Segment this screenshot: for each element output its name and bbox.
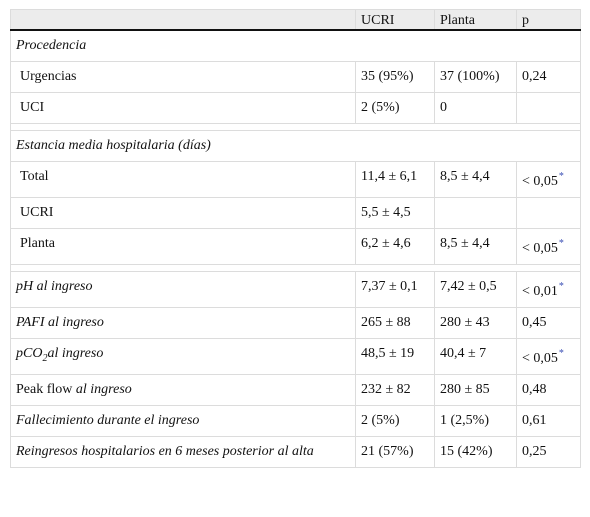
row-label: PAFI al ingreso	[10, 307, 356, 339]
planta-value: 37 (100%)	[434, 61, 517, 93]
table-row: PAFI al ingreso 265 ± 88 280 ± 43 0,45	[10, 307, 581, 339]
header-row: UCRI Planta p	[10, 9, 581, 31]
table-row: Fallecimiento durante el ingreso 2 (5%) …	[10, 405, 581, 437]
p-text: < 0,05	[522, 174, 558, 189]
ucri-value: 48,5 ± 19	[355, 338, 435, 375]
planta-value: 8,5 ± 4,4	[434, 161, 517, 198]
planta-value: 40,4 ± 7	[434, 338, 517, 375]
p-value: < 0,05*	[516, 338, 581, 375]
ucri-value: 5,5 ± 4,5	[355, 197, 435, 229]
planta-value: 0	[434, 92, 517, 124]
p-value: 0,25	[516, 436, 581, 468]
ucri-value: 2 (5%)	[355, 405, 435, 437]
label-post: al ingreso	[75, 382, 132, 397]
row-label: UCI	[10, 92, 356, 124]
table-row: Total 11,4 ± 6,1 8,5 ± 4,4 < 0,05*	[10, 161, 581, 198]
row-label: pH al ingreso	[10, 271, 356, 308]
planta-value: 8,5 ± 4,4	[434, 228, 517, 265]
table-row: pH al ingreso 7,37 ± 0,1 7,42 ± 0,5 < 0,…	[10, 271, 581, 308]
p-text: < 0,01	[522, 284, 558, 299]
row-label: Planta	[10, 228, 356, 265]
results-table: UCRI Planta p Procedencia Urgencias 35 (…	[10, 9, 581, 468]
ucri-value: 35 (95%)	[355, 61, 435, 93]
ucri-value: 6,2 ± 4,6	[355, 228, 435, 265]
p-value: 0,48	[516, 374, 581, 406]
section-title: Procedencia	[10, 29, 581, 62]
p-value: < 0,05*	[516, 161, 581, 198]
planta-value: 7,42 ± 0,5	[434, 271, 517, 308]
label-post: al ingreso	[47, 346, 104, 361]
spacer-row	[10, 264, 581, 272]
spacer-cell	[10, 123, 581, 131]
p-value: 0,24	[516, 61, 581, 93]
ucri-value: 2 (5%)	[355, 92, 435, 124]
table-row: Reingresos hospitalarios en 6 meses post…	[10, 436, 581, 468]
p-value: 0,61	[516, 405, 581, 437]
footnote-link[interactable]: *	[558, 238, 564, 249]
row-label: pCO2al ingreso	[10, 338, 356, 375]
section-title: Estancia media hospitalaria (días)	[10, 130, 581, 162]
p-value	[516, 92, 581, 124]
spacer-cell	[10, 264, 581, 272]
planta-value: 280 ± 85	[434, 374, 517, 406]
section-procedencia: Procedencia	[10, 29, 581, 62]
row-label: Total	[10, 161, 356, 198]
table-row: pCO2al ingreso 48,5 ± 19 40,4 ± 7 < 0,05…	[10, 338, 581, 375]
ucri-value: 21 (57%)	[355, 436, 435, 468]
row-label: Peak flow al ingreso	[10, 374, 356, 406]
header-ucri: UCRI	[355, 9, 435, 31]
planta-value: 280 ± 43	[434, 307, 517, 339]
label-pre: pCO	[16, 346, 43, 361]
table-row: UCRI 5,5 ± 4,5	[10, 197, 581, 229]
table-row: UCI 2 (5%) 0	[10, 92, 581, 124]
row-label: Fallecimiento durante el ingreso	[10, 405, 356, 437]
p-value: < 0,01*	[516, 271, 581, 308]
footnote-link[interactable]: *	[558, 348, 564, 359]
table-row: Planta 6,2 ± 4,6 8,5 ± 4,4 < 0,05*	[10, 228, 581, 265]
p-value	[516, 197, 581, 229]
header-planta: Planta	[434, 9, 517, 31]
row-label: Urgencias	[10, 61, 356, 93]
ucri-value: 11,4 ± 6,1	[355, 161, 435, 198]
label-pre: Peak flow	[16, 382, 73, 397]
ucri-value: 265 ± 88	[355, 307, 435, 339]
planta-value: 15 (42%)	[434, 436, 517, 468]
p-text: < 0,05	[522, 241, 558, 256]
ucri-value: 7,37 ± 0,1	[355, 271, 435, 308]
p-value: 0,45	[516, 307, 581, 339]
footnote-link[interactable]: *	[558, 171, 564, 182]
ucri-value: 232 ± 82	[355, 374, 435, 406]
row-label: UCRI	[10, 197, 356, 229]
planta-value	[434, 197, 517, 229]
header-p: p	[516, 9, 581, 31]
spacer-row	[10, 123, 581, 131]
p-text: < 0,05	[522, 351, 558, 366]
p-value: < 0,05*	[516, 228, 581, 265]
table-row: Peak flow al ingreso 232 ± 82 280 ± 85 0…	[10, 374, 581, 406]
section-estancia: Estancia media hospitalaria (días)	[10, 130, 581, 162]
label-subscript: 2	[42, 352, 48, 364]
footnote-link[interactable]: *	[558, 281, 564, 292]
row-label: Reingresos hospitalarios en 6 meses post…	[10, 436, 356, 468]
table-row: Urgencias 35 (95%) 37 (100%) 0,24	[10, 61, 581, 93]
planta-value: 1 (2,5%)	[434, 405, 517, 437]
header-blank	[10, 9, 356, 31]
